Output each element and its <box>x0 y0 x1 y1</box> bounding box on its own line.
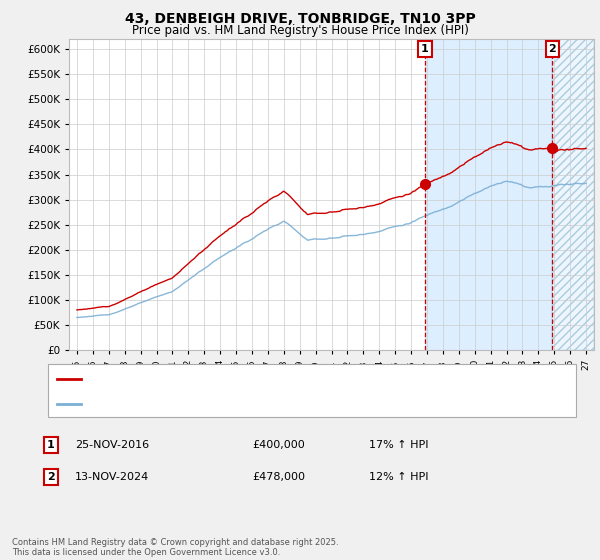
Text: 1: 1 <box>47 440 55 450</box>
Text: 2: 2 <box>47 472 55 482</box>
Text: 17% ↑ HPI: 17% ↑ HPI <box>369 440 428 450</box>
Text: £478,000: £478,000 <box>252 472 305 482</box>
Bar <box>552 39 594 350</box>
Text: 25-NOV-2016: 25-NOV-2016 <box>75 440 149 450</box>
Bar <box>425 39 552 350</box>
Text: 1: 1 <box>421 44 429 54</box>
Text: Price paid vs. HM Land Registry's House Price Index (HPI): Price paid vs. HM Land Registry's House … <box>131 24 469 37</box>
Text: 43, DENBEIGH DRIVE, TONBRIDGE, TN10 3PP (semi-detached house): 43, DENBEIGH DRIVE, TONBRIDGE, TN10 3PP … <box>87 374 424 384</box>
Bar <box>552 39 594 350</box>
Text: 13-NOV-2024: 13-NOV-2024 <box>75 472 149 482</box>
Text: Contains HM Land Registry data © Crown copyright and database right 2025.
This d: Contains HM Land Registry data © Crown c… <box>12 538 338 557</box>
Text: HPI: Average price, semi-detached house, Tonbridge and Malling: HPI: Average price, semi-detached house,… <box>87 399 402 409</box>
Text: 2: 2 <box>548 44 556 54</box>
Text: 12% ↑ HPI: 12% ↑ HPI <box>369 472 428 482</box>
Text: 43, DENBEIGH DRIVE, TONBRIDGE, TN10 3PP: 43, DENBEIGH DRIVE, TONBRIDGE, TN10 3PP <box>125 12 475 26</box>
Text: £400,000: £400,000 <box>252 440 305 450</box>
